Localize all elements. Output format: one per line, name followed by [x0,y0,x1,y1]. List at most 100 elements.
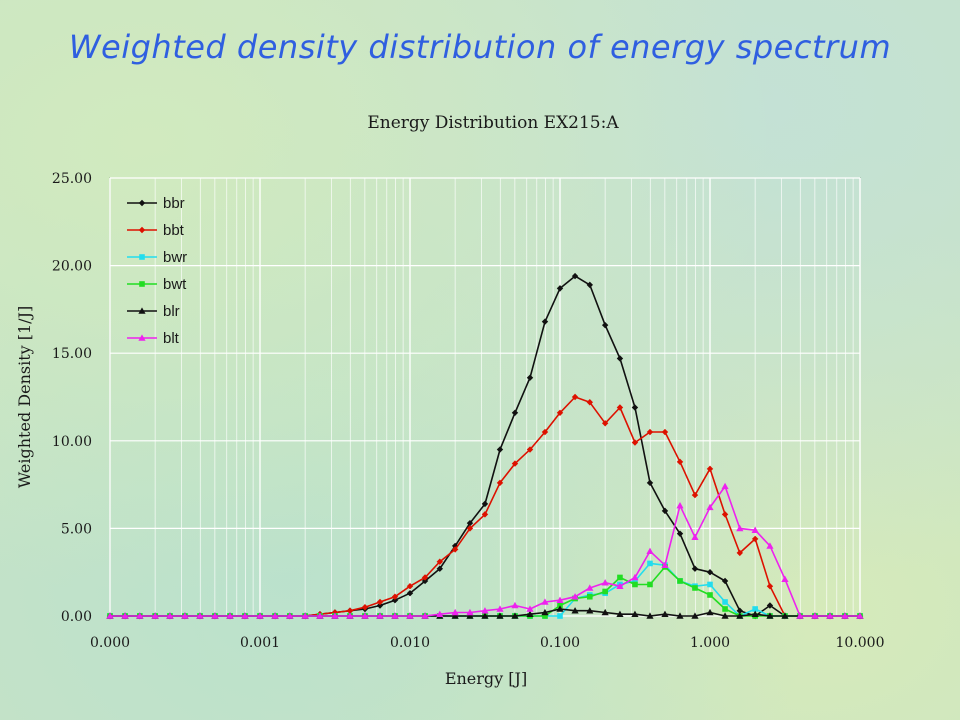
data-point-bbt [751,535,759,543]
y-tick-label: 5.00 [61,521,92,537]
legend-label: bbr [163,195,185,212]
data-point-blt [271,612,279,619]
data-point-blt [316,612,324,619]
data-point-bwt [647,581,653,588]
data-point-bbr [601,321,609,329]
data-point-blr [586,607,594,614]
data-point-bbt [721,511,729,518]
legend-item-blt: blt [127,330,180,347]
x-axis-label: Energy [J] [445,669,527,688]
legend: bbr bbt bwr bwt blr blt [127,195,187,347]
data-point-blt [301,612,309,619]
legend-item-blr: blr [127,303,180,320]
data-point-blr [691,612,699,619]
y-tick-label: 10.00 [52,434,92,450]
series-line-bbr [110,275,860,617]
data-point-bbt [481,511,489,518]
data-point-bbr [721,577,729,585]
data-point-bbt [736,549,743,557]
data-point-blt [586,584,594,591]
data-point-blt [376,612,384,619]
data-point-blr [661,610,669,618]
data-point-blt [256,612,264,619]
data-point-bbr [661,507,669,515]
data-point-blt [421,612,429,619]
data-point-blr [676,612,684,619]
series-bbr [106,272,864,620]
data-point-bbr [526,374,534,381]
data-point-blr [466,612,474,619]
data-point-blt [121,612,129,619]
data-point-bbt [616,404,624,411]
data-point-bbr [466,519,474,527]
data-point-bbr [766,602,774,609]
data-point-bbr [616,355,624,362]
data-point-bbt [601,420,609,427]
data-point-blt [481,607,489,614]
data-point-bbt [346,607,354,614]
data-point-blr [556,605,564,612]
data-point-bbt [691,491,699,499]
plot-area [109,177,861,617]
data-point-bbt [676,458,684,466]
data-point-blr [451,612,459,619]
data-point-bwt [542,613,548,619]
data-point-blt [136,612,144,619]
data-point-blr [616,610,624,618]
data-point-bbt [571,393,579,401]
slide-title: Weighted density distribution of energy … [68,28,892,66]
data-point-blr [526,610,534,618]
data-point-blt [436,610,444,618]
data-point-bwt [617,574,623,581]
data-point-bbt [406,583,414,590]
data-point-bbr [421,577,429,585]
data-point-bwt [692,585,698,591]
data-point-bbt [376,598,384,606]
data-point-bwt [632,581,638,588]
data-point-bbt [586,399,593,406]
x-tick-label: 0.000 [90,635,130,651]
plot-frame [109,177,861,617]
legend-swatch-marker [139,281,145,287]
data-point-blt [331,612,339,619]
data-point-blt [211,612,219,619]
x-tick-label: 10.000 [836,635,885,651]
data-point-blt [286,612,294,619]
data-point-bbt [496,479,504,487]
data-point-bbr [646,479,654,487]
y-tick-label: 20.00 [52,259,92,275]
data-point-blr [646,612,654,619]
data-point-blt [181,612,189,619]
data-point-bbt [451,546,459,553]
data-point-bbt [526,446,534,453]
data-point-bbt [556,409,564,416]
y-tick-label: 15.00 [52,346,92,362]
data-point-blt [571,593,579,600]
data-point-bbt [766,583,774,590]
y-axis-label: Weighted Density [1/J] [15,306,34,488]
data-point-bbt [391,593,399,600]
data-point-blt [391,612,399,619]
data-point-bbr [706,569,714,576]
axes: 0.000 0.001 0.010 0.100 1.000 10.000 0.00 5.00 1… [52,171,885,651]
data-point-blt [706,503,714,511]
data-point-bbt [361,604,369,611]
data-point-bwt [586,593,593,600]
data-point-bbr [406,590,414,597]
legend-swatch-marker [138,334,146,341]
legend-item-bbr: bbr [127,195,185,212]
data-point-bbt [646,428,654,436]
data-point-bbr [511,409,519,416]
data-point-bwt [707,592,713,598]
data-point-blr [766,612,774,619]
data-point-blt [856,612,864,619]
data-point-blt [556,596,564,604]
data-point-blt [466,608,474,616]
data-point-blt [511,601,519,609]
data-point-bbt [436,558,443,565]
data-point-bbr [556,285,564,292]
data-point-bbt [541,428,549,436]
data-point-bbr [436,565,443,572]
data-point-blt [766,542,774,549]
data-point-bbt [511,460,519,467]
